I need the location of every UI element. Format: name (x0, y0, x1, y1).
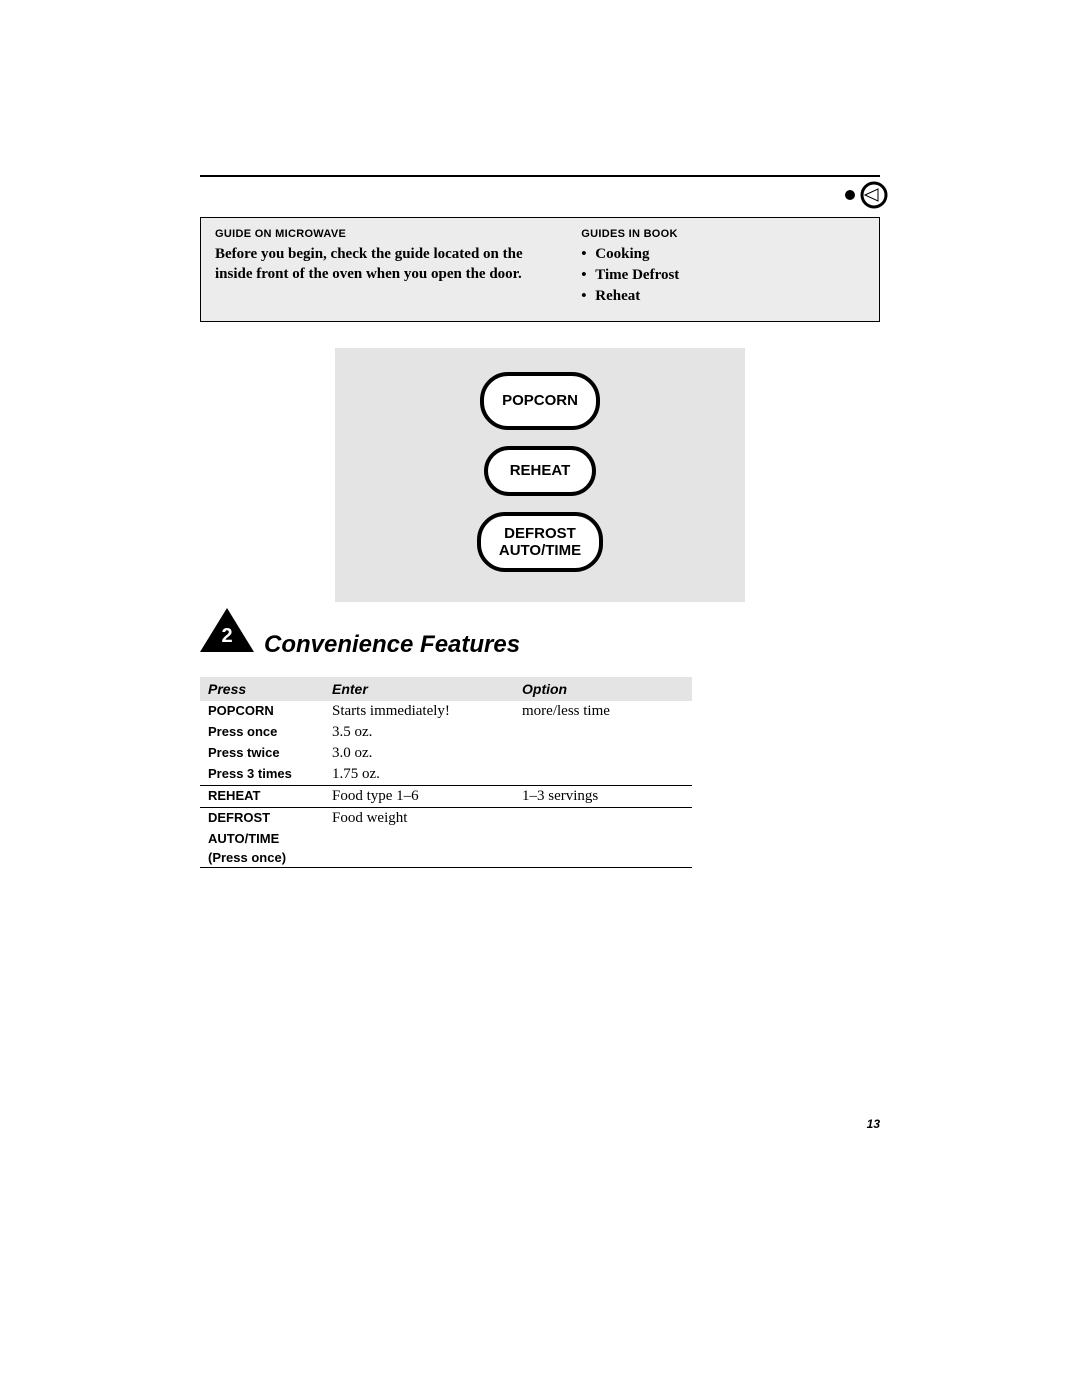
features-table: Press Enter Option POPCORN Starts immedi… (200, 677, 692, 868)
guide-left-col: GUIDE ON MICROWAVE Before you begin, che… (215, 228, 541, 307)
guide-info-box: GUIDE ON MICROWAVE Before you begin, che… (200, 217, 880, 322)
document-page: GUIDE ON MICROWAVE Before you begin, che… (200, 175, 880, 868)
section-heading: 2 Convenience Features (200, 608, 880, 659)
table-row: Press once 3.5 oz. (200, 722, 692, 743)
section-number: 2 (200, 625, 254, 648)
list-item: •Time Defrost (581, 265, 865, 286)
button-label-line2: AUTO/TIME (499, 542, 581, 559)
button-label: POPCORN (502, 392, 578, 409)
col-press: Press (200, 677, 324, 701)
page-number: 13 (867, 1117, 880, 1131)
section-title: Convenience Features (264, 631, 520, 659)
guide-left-text: Before you begin, check the guide locate… (215, 244, 541, 285)
col-option: Option (514, 677, 692, 701)
dish-arrow-icon (860, 181, 888, 209)
button-label-line1: DEFROST (504, 525, 576, 542)
table-row: REHEAT Food type 1–6 1–3 servings (200, 786, 692, 808)
table-row: AUTO/TIME (200, 829, 692, 848)
dot-icon (844, 181, 856, 209)
table-row: Press 3 times 1.75 oz. (200, 764, 692, 786)
corner-icon-group (844, 181, 888, 209)
reheat-button[interactable]: REHEAT (484, 446, 596, 496)
guide-left-head: GUIDE ON MICROWAVE (215, 228, 541, 240)
table-row: POPCORN Starts immediately! more/less ti… (200, 701, 692, 722)
popcorn-button[interactable]: POPCORN (480, 372, 600, 430)
section-number-badge: 2 (200, 608, 254, 652)
list-item: •Reheat (581, 286, 865, 307)
guide-right-head: GUIDES IN BOOK (581, 228, 865, 240)
table-row: (Press once) (200, 848, 692, 868)
col-enter: Enter (324, 677, 514, 701)
defrost-button[interactable]: DEFROST AUTO/TIME (477, 512, 603, 572)
list-item: •Cooking (581, 244, 865, 265)
top-rule (200, 175, 880, 177)
table-row: Press twice 3.0 oz. (200, 743, 692, 764)
button-label: REHEAT (510, 462, 571, 479)
guide-right-col: GUIDES IN BOOK •Cooking •Time Defrost •R… (581, 228, 865, 307)
table-row: DEFROST Food weight (200, 808, 692, 830)
guide-right-list: •Cooking •Time Defrost •Reheat (581, 244, 865, 307)
button-panel: POPCORN REHEAT DEFROST AUTO/TIME (335, 348, 745, 602)
table-header-row: Press Enter Option (200, 677, 692, 701)
